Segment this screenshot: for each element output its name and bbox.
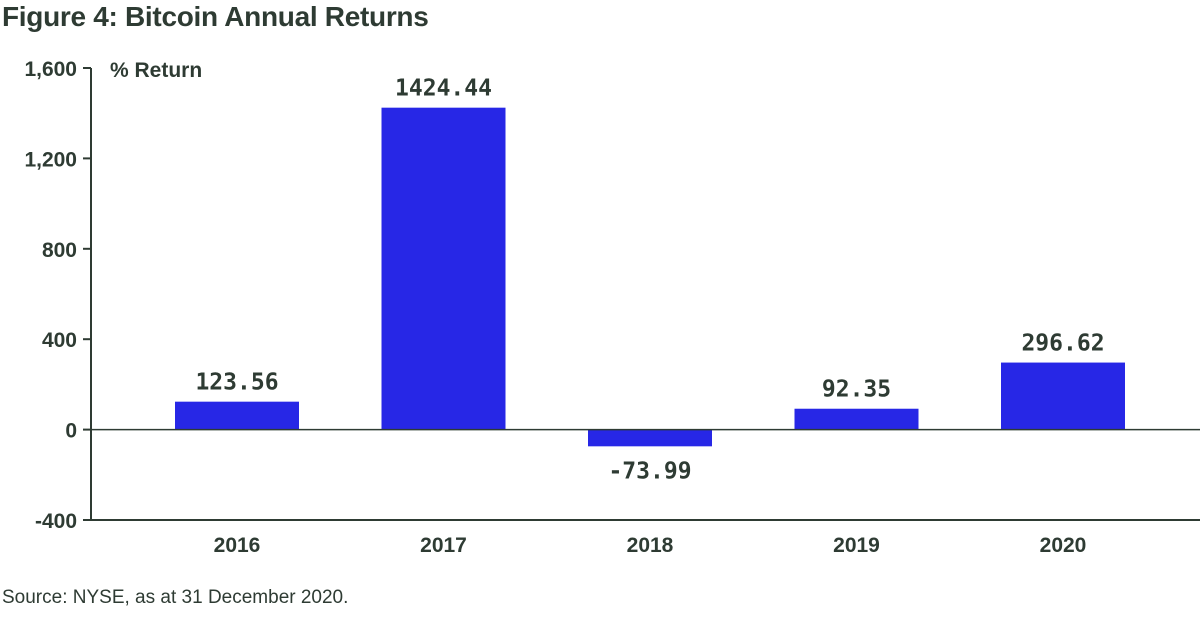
chart-title: Figure 4: Bitcoin Annual Returns <box>2 1 429 32</box>
x-ticks: 2016 2017 2018 2019 2020 <box>214 534 1087 557</box>
data-label-2020: 296.62 <box>1021 331 1104 357</box>
chart-source: Source: NYSE, as at 31 December 2020. <box>2 587 349 608</box>
bar-2017 <box>381 107 506 430</box>
y-tick-label: 400 <box>42 329 77 352</box>
y-ticks: -400 0 400 800 1,200 1,600 <box>24 58 91 533</box>
axes-layer <box>90 68 1200 521</box>
bar-2019 <box>794 408 919 430</box>
y-tick-label: 800 <box>42 239 77 262</box>
x-tick-label: 2017 <box>420 534 467 557</box>
y-axis-unit-label: % Return <box>110 59 202 82</box>
y-tick-label: 1,600 <box>24 58 77 81</box>
data-label-2017: 1424.44 <box>395 76 492 102</box>
y-tick-label: 0 <box>65 420 77 443</box>
data-label-2019: 92.35 <box>822 377 891 403</box>
x-tick-label: 2020 <box>1040 534 1087 557</box>
x-tick-label: 2016 <box>214 534 261 557</box>
bar-2018 <box>588 429 712 447</box>
y-tick-label: 1,200 <box>24 148 77 171</box>
x-tick-label: 2019 <box>833 534 880 557</box>
x-tick-label: 2018 <box>627 534 674 557</box>
bar-2020 <box>1001 362 1125 430</box>
data-label-2018: -73.99 <box>608 458 691 484</box>
bars-layer <box>175 107 1125 447</box>
data-labels: 123.56 1424.44 -73.99 92.35 296.62 <box>195 76 1104 485</box>
y-tick-label: -400 <box>35 510 77 533</box>
data-label-2016: 123.56 <box>195 370 278 396</box>
bar-2016 <box>175 401 299 430</box>
